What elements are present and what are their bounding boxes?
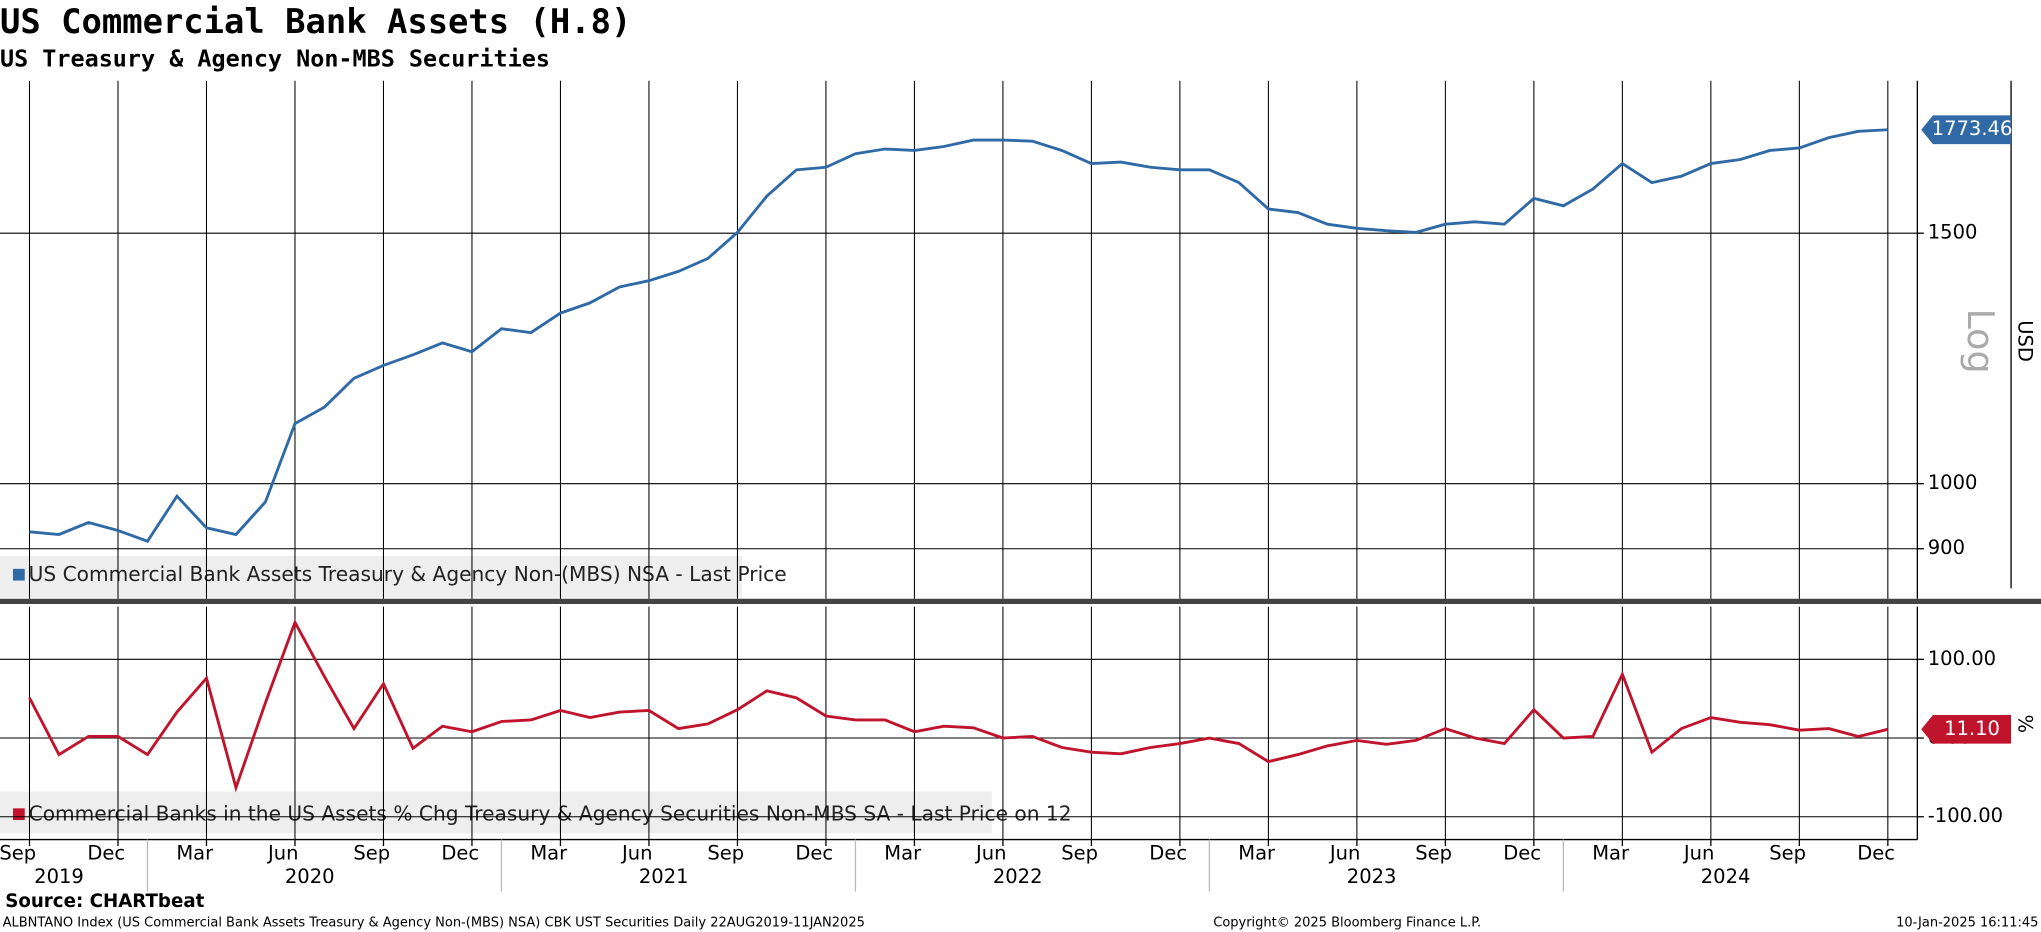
log-label: Log bbox=[1959, 308, 2002, 373]
legend-box bbox=[0, 555, 742, 598]
footer-right: 10-Jan-2025 16:11:45 bbox=[1896, 915, 2038, 930]
chart-title: US Commercial Bank Assets (H.8) bbox=[0, 2, 631, 41]
year-label: 2023 bbox=[1347, 865, 1397, 888]
year-label: 2022 bbox=[993, 865, 1043, 888]
last-value-label: 1773.46 bbox=[1932, 117, 2013, 140]
last-value-box bbox=[1921, 714, 2012, 744]
y-tick-label: 1500 bbox=[1928, 221, 1978, 244]
x-tick-label: Jun bbox=[974, 841, 1006, 864]
x-tick-label: Jun bbox=[1682, 841, 1714, 864]
x-tick-label: Mar bbox=[1238, 841, 1276, 864]
y-tick-label: 900 bbox=[1928, 536, 1965, 559]
legend-swatch bbox=[13, 808, 25, 821]
x-tick-label: Sep bbox=[1769, 841, 1806, 864]
footer-left: ALBNTANO Index (US Commercial Bank Asset… bbox=[3, 915, 865, 930]
x-tick-label: Jun bbox=[620, 841, 652, 864]
year-label: 2021 bbox=[639, 865, 689, 888]
legend-box bbox=[0, 791, 992, 834]
x-tick-label: Sep bbox=[707, 841, 744, 864]
x-tick-label: Dec bbox=[1149, 841, 1187, 864]
data-line bbox=[29, 128, 1888, 543]
x-tick-label: Sep bbox=[1415, 841, 1452, 864]
data-line bbox=[28, 618, 1889, 793]
x-tick-label: Sep bbox=[1061, 841, 1098, 864]
x-tick-label: Sep bbox=[0, 841, 36, 864]
legend-label: Commercial Banks in the US Assets % Chg … bbox=[29, 801, 1072, 825]
y-axis-title: % bbox=[2014, 714, 2037, 733]
last-value-box bbox=[1921, 115, 2012, 145]
footer-center: Copyright© 2025 Bloomberg Finance L.P. bbox=[1213, 915, 1481, 930]
x-tick-label: Dec bbox=[441, 841, 479, 864]
x-tick-label: Dec bbox=[795, 841, 833, 864]
last-value-label: 11.10 bbox=[1944, 717, 2000, 740]
y-tick-label: 1000 bbox=[1928, 471, 1978, 494]
x-tick-label: Mar bbox=[1592, 841, 1630, 864]
x-tick-label: Dec bbox=[87, 841, 125, 864]
y-tick-label: -100.00 bbox=[1928, 804, 2003, 827]
year-label: 2020 bbox=[285, 865, 335, 888]
chart-subtitle: US Treasury & Agency Non-MBS Securities bbox=[0, 44, 550, 72]
x-tick-label: Sep bbox=[353, 841, 390, 864]
legend-swatch bbox=[13, 568, 25, 581]
y-axis-title: USD bbox=[2014, 320, 2037, 362]
plot-lines bbox=[28, 618, 1889, 793]
x-tick-label: Dec bbox=[1857, 841, 1895, 864]
year-label: 2024 bbox=[1701, 865, 1751, 888]
y-tick-label: 100.00 bbox=[1928, 647, 1996, 670]
plot-lines bbox=[29, 128, 1888, 543]
x-tick-label: Mar bbox=[884, 841, 922, 864]
x-tick-label: Jun bbox=[1328, 841, 1360, 864]
x-tick-label: Mar bbox=[530, 841, 568, 864]
x-tick-label: Dec bbox=[1503, 841, 1541, 864]
x-tick-label: Mar bbox=[176, 841, 214, 864]
legend-label: US Commercial Bank Assets Treasury & Age… bbox=[29, 562, 787, 586]
x-tick-label: Jun bbox=[266, 841, 298, 864]
year-label: 2019 bbox=[34, 865, 84, 888]
source: Source: CHARTbeat bbox=[5, 891, 204, 912]
